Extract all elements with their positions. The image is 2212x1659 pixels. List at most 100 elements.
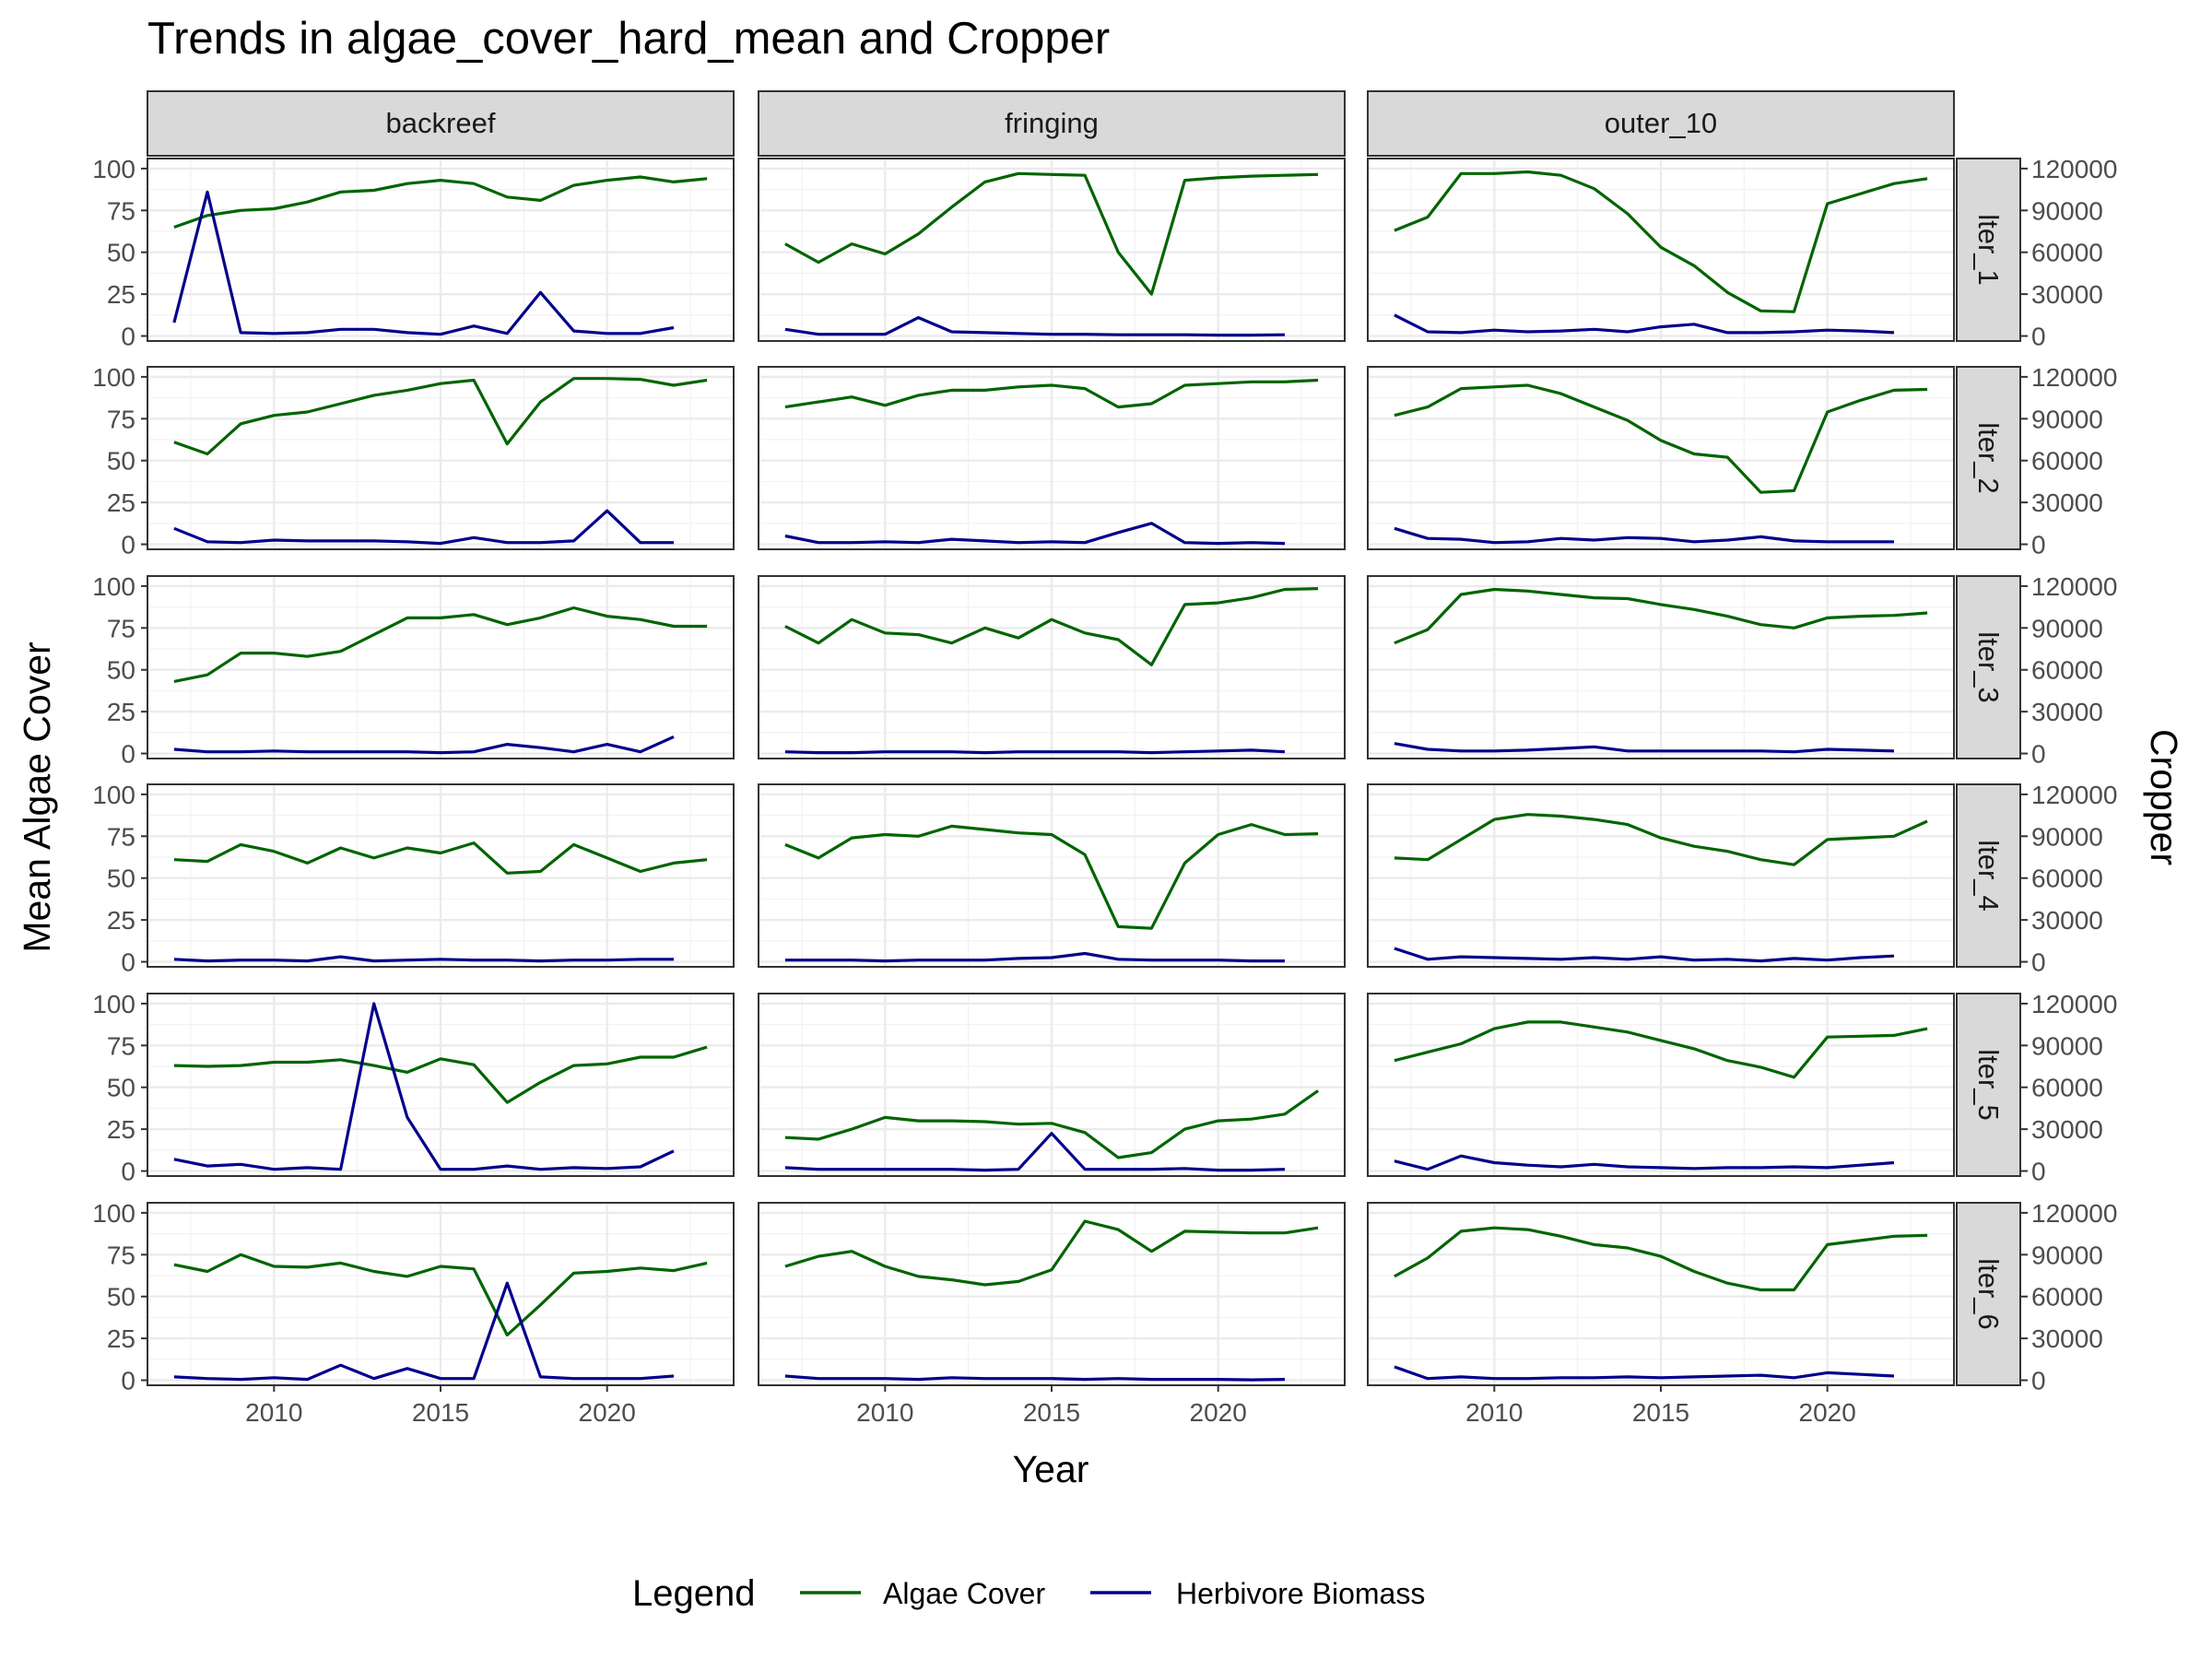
facet-strip bbox=[147, 90, 735, 157]
facet-grid: backreef fringing outer_10 lter_1 lter_2lter… bbox=[92, 90, 2117, 1427]
y-tick-label: 50 bbox=[107, 1283, 135, 1312]
panel-border bbox=[758, 783, 1346, 968]
series-line-algae-cover bbox=[1394, 1226, 1928, 1292]
series-line-algae-cover bbox=[1394, 1020, 1928, 1079]
series-line-algae-cover bbox=[784, 378, 1319, 409]
y2-tick-label: 90000 bbox=[2031, 405, 2103, 433]
series-line-herbivore-biomass bbox=[784, 1132, 1286, 1172]
y-tick-label: 0 bbox=[121, 323, 135, 351]
x-tick-label: 2020 bbox=[1799, 1398, 1856, 1427]
series-line-algae-cover bbox=[1394, 383, 1928, 494]
y-tick-label: 75 bbox=[107, 614, 135, 642]
y-tick-label: 25 bbox=[107, 1324, 135, 1353]
panel-lter_6-outer_10 bbox=[1367, 1202, 1955, 1386]
x-tick-label: 2015 bbox=[412, 1398, 469, 1427]
x-tick-label: 2010 bbox=[245, 1398, 302, 1427]
x-tick-label: 2010 bbox=[1465, 1398, 1523, 1427]
y2-tick-label: 90000 bbox=[2031, 822, 2103, 851]
y-tick-label: 100 bbox=[92, 781, 135, 809]
y2-tick-label: 60000 bbox=[2031, 239, 2103, 267]
series-line-herbivore-biomass bbox=[173, 735, 675, 755]
panel-lter_5-outer_10 bbox=[1367, 993, 1955, 1177]
panel-lter_3-fringing bbox=[758, 575, 1346, 759]
series-line-algae-cover bbox=[1394, 587, 1928, 645]
series-line-herbivore-biomass bbox=[173, 509, 674, 546]
series-line-herbivore-biomass bbox=[173, 1002, 675, 1171]
panel-border bbox=[147, 993, 735, 1177]
panel-border bbox=[758, 575, 1346, 759]
x-tick-label: 2020 bbox=[579, 1398, 636, 1427]
panel-border bbox=[147, 158, 735, 342]
y2-tick-label: 30000 bbox=[2031, 280, 2103, 309]
facet-label-lter_5: lter_5 bbox=[1972, 1049, 2005, 1121]
y2-tick-label: 120000 bbox=[2031, 990, 2117, 1018]
series-line-herbivore-biomass bbox=[784, 951, 1285, 963]
y-tick-label: 25 bbox=[107, 280, 135, 309]
facet-label-lter_2: lter_2 bbox=[1972, 422, 2005, 494]
facet-strip bbox=[1956, 993, 2021, 1177]
y-tick-label: 0 bbox=[121, 1158, 135, 1186]
panel-border bbox=[147, 783, 735, 968]
facet-strip bbox=[758, 90, 1346, 157]
panel-lter_6-backreef bbox=[147, 1202, 735, 1386]
panel-lter_1-fringing bbox=[758, 158, 1346, 342]
x-tick-label: 2015 bbox=[1023, 1398, 1080, 1427]
series-line-herbivore-biomass bbox=[1394, 947, 1895, 963]
series-line-algae-cover bbox=[784, 171, 1319, 296]
y-tick-label: 25 bbox=[107, 488, 135, 517]
series-line-algae-cover bbox=[173, 841, 708, 875]
facet-label-lter_1: lter_1 bbox=[1972, 214, 2005, 286]
y2-tick-label: 30000 bbox=[2031, 1115, 2103, 1144]
series-line-herbivore-biomass bbox=[784, 522, 1286, 546]
y2-tick-label: 0 bbox=[2031, 948, 2046, 977]
series-line-algae-cover bbox=[173, 377, 708, 456]
x-tick-label: 2015 bbox=[1632, 1398, 1689, 1427]
y2-tick-label: 90000 bbox=[2031, 614, 2103, 642]
y-tick-label: 0 bbox=[121, 740, 135, 769]
y2-tick-label: 60000 bbox=[2031, 447, 2103, 476]
legend-label-herbivore-biomass: Herbivore Biomass bbox=[1176, 1577, 1425, 1610]
legend-label-algae-cover: Algae Cover bbox=[883, 1577, 1045, 1610]
panel-lter_1-backreef bbox=[147, 158, 735, 342]
y2-tick-label: 30000 bbox=[2031, 1324, 2103, 1353]
panel-border bbox=[758, 366, 1346, 550]
y-tick-label: 0 bbox=[121, 948, 135, 977]
y2-tick-label: 30000 bbox=[2031, 698, 2103, 726]
y-tick-label: 0 bbox=[121, 531, 135, 559]
y-tick-label: 50 bbox=[107, 447, 135, 476]
y-tick-label: 100 bbox=[92, 572, 135, 601]
chart-title: Trends in algae_cover_hard_mean and Crop… bbox=[147, 14, 1110, 64]
y-tick-label: 100 bbox=[92, 363, 135, 392]
series-line-herbivore-biomass bbox=[784, 316, 1286, 337]
y2-tick-label: 30000 bbox=[2031, 906, 2103, 935]
y2-tick-label: 60000 bbox=[2031, 865, 2103, 893]
panel-lter_2-fringing bbox=[758, 366, 1346, 550]
y-tick-label: 100 bbox=[92, 1199, 135, 1228]
panel-lter_1-outer_10 bbox=[1367, 158, 1955, 342]
series-line-algae-cover bbox=[173, 1253, 708, 1337]
panel-lter_4-backreef bbox=[147, 783, 735, 968]
x-tick-label: 2020 bbox=[1190, 1398, 1247, 1427]
y2-tick-label: 60000 bbox=[2031, 656, 2103, 685]
facet-label-lter_6: lter_6 bbox=[1972, 1258, 2005, 1330]
y2-tick-label: 120000 bbox=[2031, 781, 2117, 809]
x-axis-title: Year bbox=[1013, 1448, 1089, 1490]
facet-label-lter_3: lter_3 bbox=[1972, 631, 2005, 703]
facet-strip bbox=[1956, 366, 2021, 550]
y2-tick-label: 90000 bbox=[2031, 196, 2103, 225]
panel-lter_2-backreef bbox=[147, 366, 735, 550]
series-line-algae-cover bbox=[784, 1089, 1320, 1159]
y2-tick-label: 60000 bbox=[2031, 1074, 2103, 1102]
series-line-algae-cover bbox=[784, 587, 1319, 666]
panel-border bbox=[147, 366, 735, 550]
series-line-algae-cover bbox=[173, 175, 708, 229]
y2-tick-label: 30000 bbox=[2031, 488, 2103, 517]
y-tick-label: 75 bbox=[107, 405, 135, 433]
panel-lter_5-fringing bbox=[758, 993, 1346, 1177]
y2-tick-label: 90000 bbox=[2031, 1241, 2103, 1269]
y2-tick-label: 60000 bbox=[2031, 1283, 2103, 1312]
y2-tick-label: 0 bbox=[2031, 323, 2046, 351]
series-line-algae-cover bbox=[173, 1045, 708, 1104]
facet-label-fringing: fringing bbox=[1005, 107, 1099, 139]
